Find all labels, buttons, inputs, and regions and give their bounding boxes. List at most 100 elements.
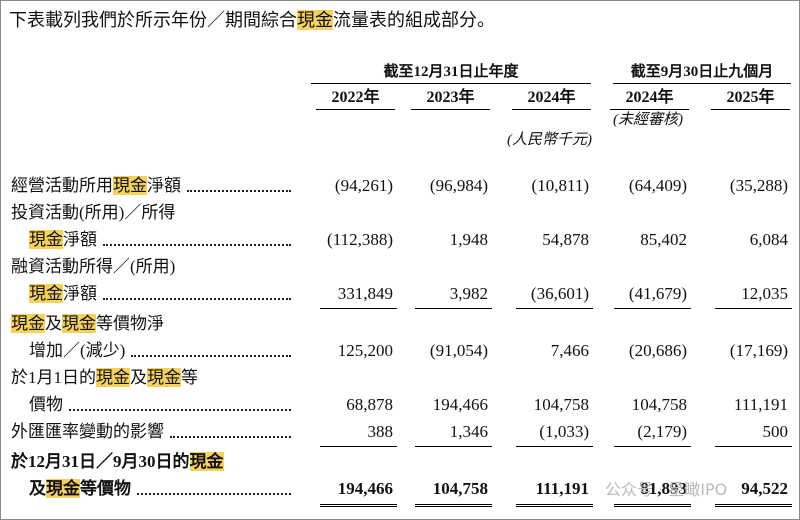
text: 淨額 bbox=[63, 230, 97, 249]
cell-value: (64,409) bbox=[628, 176, 687, 195]
column-header: 2025年 bbox=[711, 87, 790, 110]
cell-value: 331,849 bbox=[337, 284, 393, 303]
underline bbox=[516, 308, 593, 309]
dot-leader bbox=[187, 190, 291, 192]
text: 淨額 bbox=[147, 176, 181, 195]
text: 等價物淨 bbox=[96, 314, 164, 333]
cell-value: 6,084 bbox=[749, 230, 788, 249]
highlight-text: 現金 bbox=[147, 368, 181, 387]
cell-value: 54,878 bbox=[542, 230, 589, 249]
row-label: 外匯匯率變動的影響 bbox=[11, 421, 293, 443]
underline bbox=[715, 308, 792, 309]
double-underline bbox=[415, 504, 492, 507]
dot-leader bbox=[137, 493, 291, 495]
cell-value: 104,758 bbox=[432, 479, 488, 498]
cell-value: (112,388) bbox=[327, 230, 393, 249]
text: 及 bbox=[130, 368, 147, 387]
column-header: 2022年 bbox=[316, 87, 395, 110]
label-line: 融資活動所得／(所用) bbox=[11, 256, 175, 278]
row-label: 投資活動(所用)／所得 bbox=[11, 202, 293, 224]
cell-value: (96,984) bbox=[429, 176, 488, 195]
row-label: 及現金等價物 bbox=[29, 478, 293, 500]
text: 融資活動所得／(所用) bbox=[11, 257, 176, 276]
text: 及 bbox=[45, 314, 62, 333]
highlight-text: 現金 bbox=[297, 10, 333, 30]
unit-note: (人民幣千元) bbox=[507, 132, 592, 148]
highlight-text: 現金 bbox=[189, 452, 224, 471]
text: 等價物 bbox=[80, 479, 131, 498]
text: 於12月31日／9月30日的 bbox=[11, 452, 190, 471]
watermark: 公众号 · 星瞰IPO bbox=[605, 480, 728, 499]
label-line: 價物 bbox=[29, 394, 63, 416]
double-underline bbox=[715, 504, 792, 507]
highlight-text: 現金 bbox=[29, 230, 63, 249]
cell-value: 111,191 bbox=[734, 395, 788, 414]
dot-leader bbox=[170, 436, 291, 438]
cell-value: 12,035 bbox=[741, 284, 788, 303]
cell-value: (35,288) bbox=[729, 176, 788, 195]
cell-value: (10,811) bbox=[531, 176, 589, 195]
label-line: 現金淨額 bbox=[29, 229, 97, 251]
row-label: 於12月31日／9月30日的現金 bbox=[11, 451, 293, 473]
highlight-text: 現金 bbox=[62, 314, 96, 333]
dot-leader bbox=[69, 409, 291, 411]
cell-value: (20,686) bbox=[628, 341, 687, 360]
highlight-text: 現金 bbox=[11, 314, 45, 333]
label-line: 於1月1日的現金及現金等 bbox=[11, 367, 198, 389]
intro: 下表載列我們於所示年份／期間綜合現金流量表的組成部分。 bbox=[9, 9, 495, 31]
cell-value: (91,054) bbox=[429, 341, 488, 360]
column-header: 2024年 bbox=[512, 87, 591, 110]
row-label: 增加／(減少) bbox=[29, 340, 293, 362]
row-label: 現金淨額 bbox=[29, 283, 293, 305]
underline bbox=[415, 308, 492, 309]
underline bbox=[715, 446, 792, 447]
text: 等 bbox=[181, 368, 198, 387]
highlight-text: 現金 bbox=[113, 176, 147, 195]
row-label: 價物 bbox=[29, 394, 293, 416]
cell-value: 125,200 bbox=[337, 341, 393, 360]
highlight-text: 現金 bbox=[96, 368, 130, 387]
text: 及 bbox=[29, 479, 46, 498]
cell-value: 500 bbox=[762, 422, 789, 441]
text: 下表載列我們於所示年份／期間綜合 bbox=[9, 10, 297, 30]
underline bbox=[614, 308, 691, 309]
text: 投資活動(所用)／所得 bbox=[11, 203, 176, 222]
text: 價物 bbox=[29, 395, 63, 414]
cell-value: (94,261) bbox=[334, 176, 393, 195]
double-underline bbox=[516, 504, 593, 507]
row-label: 現金及現金等價物淨 bbox=[11, 313, 293, 335]
cell-value: 81,893 bbox=[640, 479, 687, 498]
cell-value: 111,191 bbox=[535, 479, 589, 498]
label-line: 外匯匯率變動的影響 bbox=[11, 421, 164, 443]
group-header: 截至9月30日止九個月 bbox=[613, 61, 791, 84]
cell-value: 94,522 bbox=[741, 479, 788, 498]
underline bbox=[415, 446, 492, 447]
highlight-text: 現金 bbox=[46, 479, 80, 498]
cell-value: (17,169) bbox=[729, 341, 788, 360]
underline bbox=[614, 446, 691, 447]
cell-value: 7,466 bbox=[550, 341, 589, 360]
row-label: 現金淨額 bbox=[29, 229, 293, 251]
unaudited-note: (未經審核) bbox=[613, 112, 683, 128]
highlight-text: 現金 bbox=[29, 284, 63, 303]
cell-value: 68,878 bbox=[346, 395, 393, 414]
column-header: 2024年 bbox=[610, 87, 689, 110]
label-line: 於12月31日／9月30日的現金 bbox=[11, 451, 224, 473]
cell-value: 388 bbox=[367, 422, 394, 441]
cell-value: (1,033) bbox=[539, 422, 589, 441]
dot-leader bbox=[103, 298, 291, 300]
label-line: 投資活動(所用)／所得 bbox=[11, 202, 175, 224]
cell-value: (2,179) bbox=[637, 422, 687, 441]
cell-value: 1,346 bbox=[449, 422, 488, 441]
cell-value: 104,758 bbox=[533, 395, 589, 414]
cell-value: 194,466 bbox=[337, 479, 393, 498]
label-line: 及現金等價物 bbox=[29, 478, 131, 500]
cell-value: (36,601) bbox=[530, 284, 589, 303]
text: 增加／(減少) bbox=[29, 341, 126, 360]
cell-value: 85,402 bbox=[640, 230, 687, 249]
row-label: 於1月1日的現金及現金等 bbox=[11, 367, 293, 389]
cell-value: (41,679) bbox=[628, 284, 687, 303]
underline bbox=[320, 308, 397, 309]
label-line: 現金及現金等價物淨 bbox=[11, 313, 164, 335]
